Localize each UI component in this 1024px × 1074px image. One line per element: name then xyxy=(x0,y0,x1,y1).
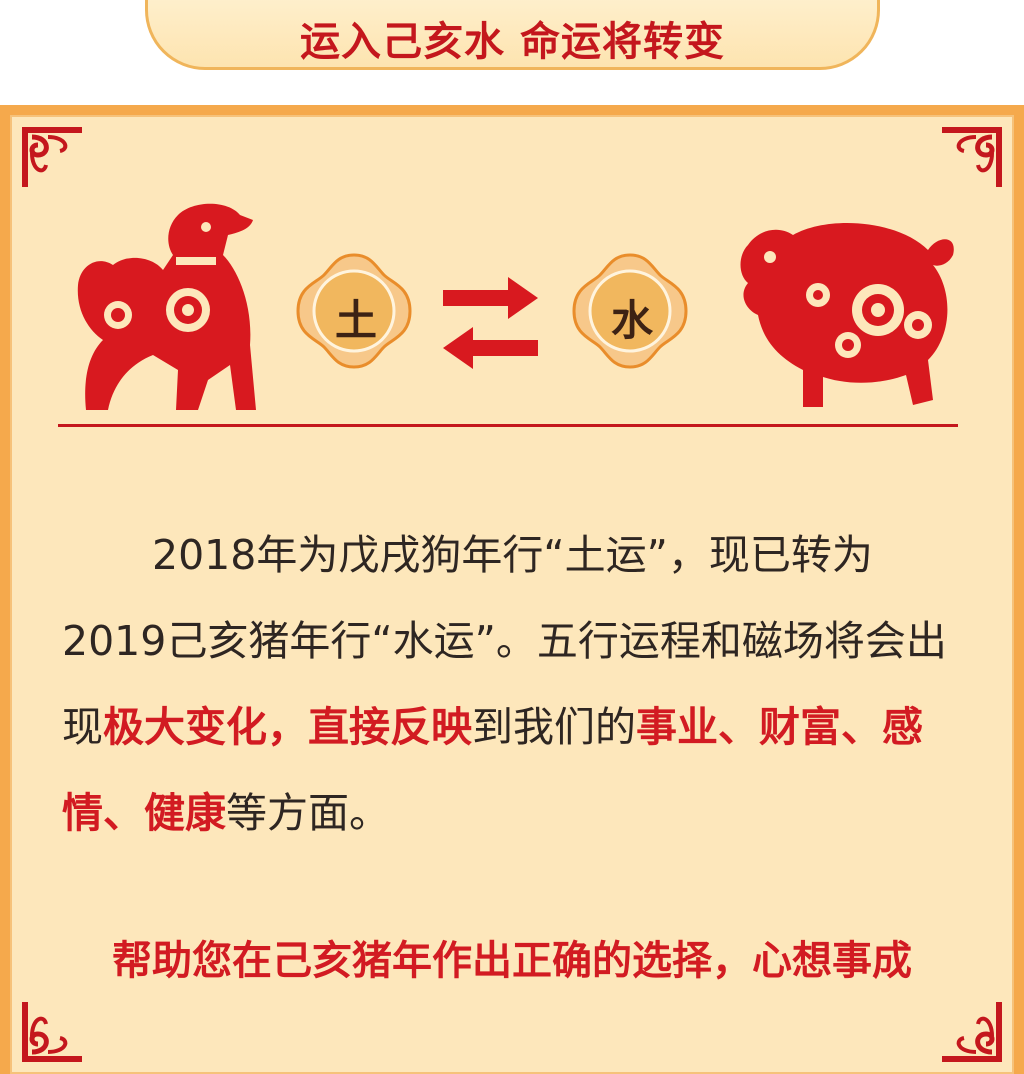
water-element-label-box: 水 xyxy=(572,253,692,373)
page-title: 运入己亥水 命运将转变 xyxy=(300,19,725,65)
body-highlight-1: 极大变化，直接反映 xyxy=(103,703,472,751)
title-tab: 运入己亥水 命运将转变 xyxy=(145,0,880,70)
corner-cloud-ornament-icon xyxy=(22,127,82,187)
water-badge xyxy=(572,253,688,369)
pig-papercut-icon xyxy=(740,223,954,407)
water-element-label: 水 xyxy=(610,296,653,345)
exchange-arrows-icon xyxy=(443,277,538,369)
body-paragraph: 2018年为戊戌狗年行“土运”，现已转为2019己亥猪年行“水运”。五行运程和磁… xyxy=(62,512,962,856)
body-text-2: 到我们的 xyxy=(472,703,636,751)
corner-cloud-ornament-icon xyxy=(942,1002,1002,1062)
divider-line xyxy=(58,424,958,427)
earth-element-label: 土 xyxy=(334,296,377,345)
dog-papercut-icon xyxy=(77,203,256,410)
earth-element-label-box: 土 xyxy=(296,253,416,373)
corner-cloud-ornament-icon xyxy=(942,127,1002,187)
body-text-3: 等方面。 xyxy=(226,789,390,837)
earth-badge xyxy=(296,253,412,369)
corner-cloud-ornament-icon xyxy=(22,1002,82,1062)
body-highlight-2: 事业、财富、感情、健康 xyxy=(62,703,923,837)
body-text-1: 2018年为戊戌狗年行“土运”，现已转为2019己亥猪年行“水运”。五行运程和磁… xyxy=(62,531,947,751)
zodiac-illustration xyxy=(77,203,954,410)
slogan: 帮助您在己亥猪年作出正确的选择，心想事成 xyxy=(112,938,912,984)
